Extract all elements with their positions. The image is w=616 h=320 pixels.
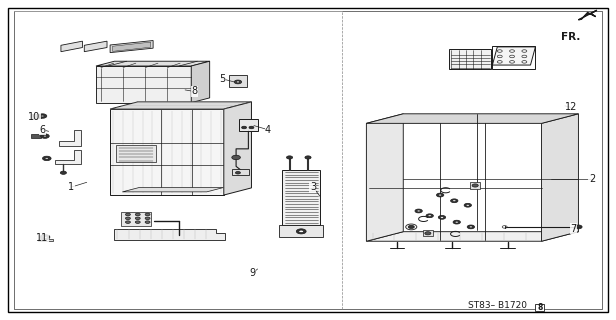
Circle shape: [575, 225, 582, 229]
Polygon shape: [31, 114, 41, 118]
Circle shape: [466, 204, 469, 206]
Text: FR.: FR.: [561, 32, 581, 42]
Circle shape: [136, 221, 140, 223]
Circle shape: [439, 215, 445, 219]
Circle shape: [305, 156, 311, 159]
Text: 3: 3: [310, 182, 316, 192]
Circle shape: [452, 200, 456, 202]
Circle shape: [145, 217, 150, 220]
Circle shape: [467, 225, 474, 229]
Circle shape: [126, 213, 131, 216]
Text: 10: 10: [28, 112, 41, 122]
Circle shape: [41, 115, 44, 117]
Circle shape: [469, 226, 472, 228]
Circle shape: [425, 232, 431, 235]
Text: 4: 4: [265, 125, 271, 135]
Bar: [229, 75, 246, 87]
Text: 1: 1: [68, 182, 75, 192]
Polygon shape: [113, 42, 151, 51]
Text: ST83– B1720: ST83– B1720: [468, 301, 527, 310]
Circle shape: [45, 157, 49, 159]
Circle shape: [241, 126, 246, 129]
Polygon shape: [55, 150, 81, 164]
Circle shape: [136, 217, 140, 220]
Circle shape: [126, 217, 131, 220]
Circle shape: [426, 214, 434, 218]
Circle shape: [417, 210, 421, 212]
Circle shape: [437, 193, 444, 197]
Polygon shape: [96, 61, 209, 66]
Polygon shape: [96, 66, 191, 103]
Polygon shape: [110, 109, 224, 195]
Circle shape: [286, 156, 293, 159]
Text: 8: 8: [191, 86, 197, 97]
Polygon shape: [110, 41, 153, 52]
Polygon shape: [31, 134, 41, 138]
Circle shape: [40, 235, 50, 240]
Polygon shape: [59, 130, 81, 146]
Bar: [470, 182, 480, 189]
Text: 8: 8: [537, 303, 543, 312]
Circle shape: [299, 230, 304, 233]
Bar: [38, 239, 53, 241]
Text: 2: 2: [589, 174, 595, 184]
Polygon shape: [115, 228, 225, 240]
Text: 5: 5: [219, 74, 225, 84]
Circle shape: [43, 135, 47, 137]
Polygon shape: [191, 61, 209, 103]
Bar: [282, 170, 320, 225]
Polygon shape: [110, 102, 251, 109]
Polygon shape: [492, 47, 535, 65]
Circle shape: [235, 172, 240, 174]
Circle shape: [440, 216, 444, 218]
Polygon shape: [367, 114, 403, 241]
Circle shape: [232, 155, 240, 160]
Circle shape: [145, 221, 150, 223]
Circle shape: [415, 209, 423, 213]
Polygon shape: [61, 41, 83, 52]
Circle shape: [450, 199, 458, 203]
Polygon shape: [121, 212, 152, 226]
Circle shape: [453, 220, 460, 224]
Circle shape: [439, 194, 442, 196]
Circle shape: [41, 134, 49, 138]
Circle shape: [38, 114, 47, 118]
Text: 12: 12: [565, 102, 577, 112]
Polygon shape: [116, 145, 156, 162]
Circle shape: [136, 213, 140, 216]
Circle shape: [464, 203, 471, 207]
Polygon shape: [578, 10, 597, 20]
Text: 7: 7: [570, 223, 577, 234]
Circle shape: [60, 171, 67, 174]
Polygon shape: [449, 49, 491, 69]
Circle shape: [43, 236, 47, 238]
Circle shape: [455, 221, 458, 223]
Circle shape: [145, 213, 150, 216]
Polygon shape: [367, 232, 578, 241]
Text: 11: 11: [36, 233, 49, 243]
Polygon shape: [84, 41, 107, 52]
Bar: [279, 225, 323, 237]
Bar: [239, 119, 257, 131]
Circle shape: [236, 81, 240, 83]
Circle shape: [126, 221, 131, 223]
Polygon shape: [123, 188, 224, 192]
Bar: [535, 304, 544, 311]
Circle shape: [234, 80, 241, 84]
Bar: [232, 169, 249, 175]
Circle shape: [408, 225, 415, 228]
Text: 6: 6: [39, 125, 46, 135]
Text: 9: 9: [249, 268, 256, 278]
Polygon shape: [541, 114, 578, 241]
Polygon shape: [224, 102, 251, 195]
Bar: [423, 230, 433, 236]
Polygon shape: [367, 114, 578, 123]
Circle shape: [249, 126, 254, 129]
Circle shape: [43, 156, 51, 161]
Circle shape: [472, 184, 478, 187]
Circle shape: [428, 215, 432, 217]
Circle shape: [296, 229, 306, 234]
